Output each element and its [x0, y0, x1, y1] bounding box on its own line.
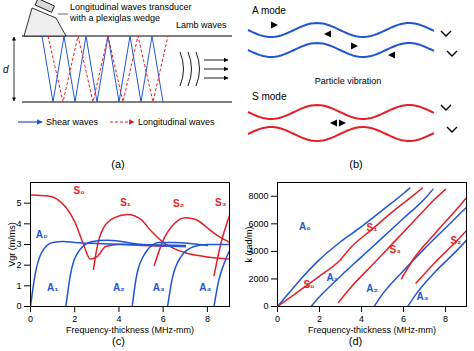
- svg-text:A₀: A₀: [299, 221, 311, 232]
- svg-text:4000: 4000: [248, 246, 269, 257]
- svg-text:S₁: S₁: [120, 197, 131, 208]
- svg-text:Longitudinal waves transducer: Longitudinal waves transducer: [70, 2, 192, 12]
- svg-text:A₂: A₂: [366, 283, 378, 294]
- svg-text:S₂: S₂: [450, 235, 461, 246]
- svg-text:S₃: S₃: [389, 244, 401, 255]
- svg-text:S₀: S₀: [74, 185, 85, 196]
- svg-text:6000: 6000: [248, 218, 269, 229]
- svg-text:S₃: S₃: [215, 197, 227, 208]
- svg-text:4: 4: [116, 314, 121, 324]
- svg-text:A₁: A₁: [47, 282, 58, 293]
- svg-text:1: 1: [16, 281, 21, 291]
- svg-text:0: 0: [28, 314, 33, 324]
- svg-text:2: 2: [16, 260, 21, 270]
- svg-text:A₄: A₄: [199, 282, 211, 293]
- svg-text:0: 0: [275, 314, 280, 324]
- svg-text:Frequency-thickness (MHz-mm): Frequency-thickness (MHz-mm): [308, 325, 436, 335]
- svg-text:k (rad/m): k (rad/m): [244, 226, 254, 262]
- svg-text:(b): (b): [349, 158, 362, 170]
- svg-text:A₂: A₂: [113, 282, 125, 293]
- svg-text:Longitudinal waves: Longitudinal waves: [138, 117, 215, 127]
- svg-text:Lamb waves: Lamb waves: [176, 20, 227, 30]
- svg-text:2: 2: [72, 314, 77, 324]
- svg-text:2: 2: [317, 314, 322, 324]
- svg-text:6: 6: [401, 314, 406, 324]
- svg-text:8: 8: [205, 314, 210, 324]
- html-text:(d): (d): [348, 335, 363, 347]
- svg-text:S₁: S₁: [367, 222, 378, 233]
- svg-text:A mode: A mode: [252, 5, 286, 16]
- svg-text:8000: 8000: [248, 191, 268, 201]
- svg-text:Shear waves: Shear waves: [46, 117, 99, 127]
- svg-text:0: 0: [16, 301, 21, 311]
- svg-text:4: 4: [359, 314, 364, 324]
- svg-text:2000: 2000: [248, 274, 268, 284]
- svg-text:Particle vibration: Particle vibration: [315, 76, 382, 86]
- svg-text:5: 5: [16, 198, 21, 208]
- svg-text:8: 8: [443, 314, 448, 324]
- svg-text:A₀: A₀: [36, 229, 48, 240]
- svg-text:with a plexiglas wedge: with a plexiglas wedge: [69, 13, 160, 23]
- svg-text:A₁: A₁: [326, 272, 337, 283]
- svg-text:6: 6: [161, 314, 166, 324]
- svg-text:A₃: A₃: [416, 291, 428, 302]
- svg-text:0: 0: [263, 301, 268, 311]
- svg-text:3: 3: [16, 239, 21, 249]
- svg-text:S₀: S₀: [303, 279, 314, 290]
- svg-text:S mode: S mode: [252, 91, 287, 102]
- svg-text:S₂: S₂: [173, 198, 184, 209]
- html-text:(c): (c): [112, 335, 125, 347]
- svg-text:Vgr (m/ms): Vgr (m/ms): [7, 222, 17, 267]
- svg-text:(a): (a): [111, 158, 124, 170]
- svg-text:A₃: A₃: [153, 282, 165, 293]
- svg-text:d: d: [3, 64, 9, 75]
- svg-text:Frequency-thickness (MHz-mm): Frequency-thickness (MHz-mm): [66, 325, 194, 335]
- svg-text:4: 4: [16, 219, 21, 229]
